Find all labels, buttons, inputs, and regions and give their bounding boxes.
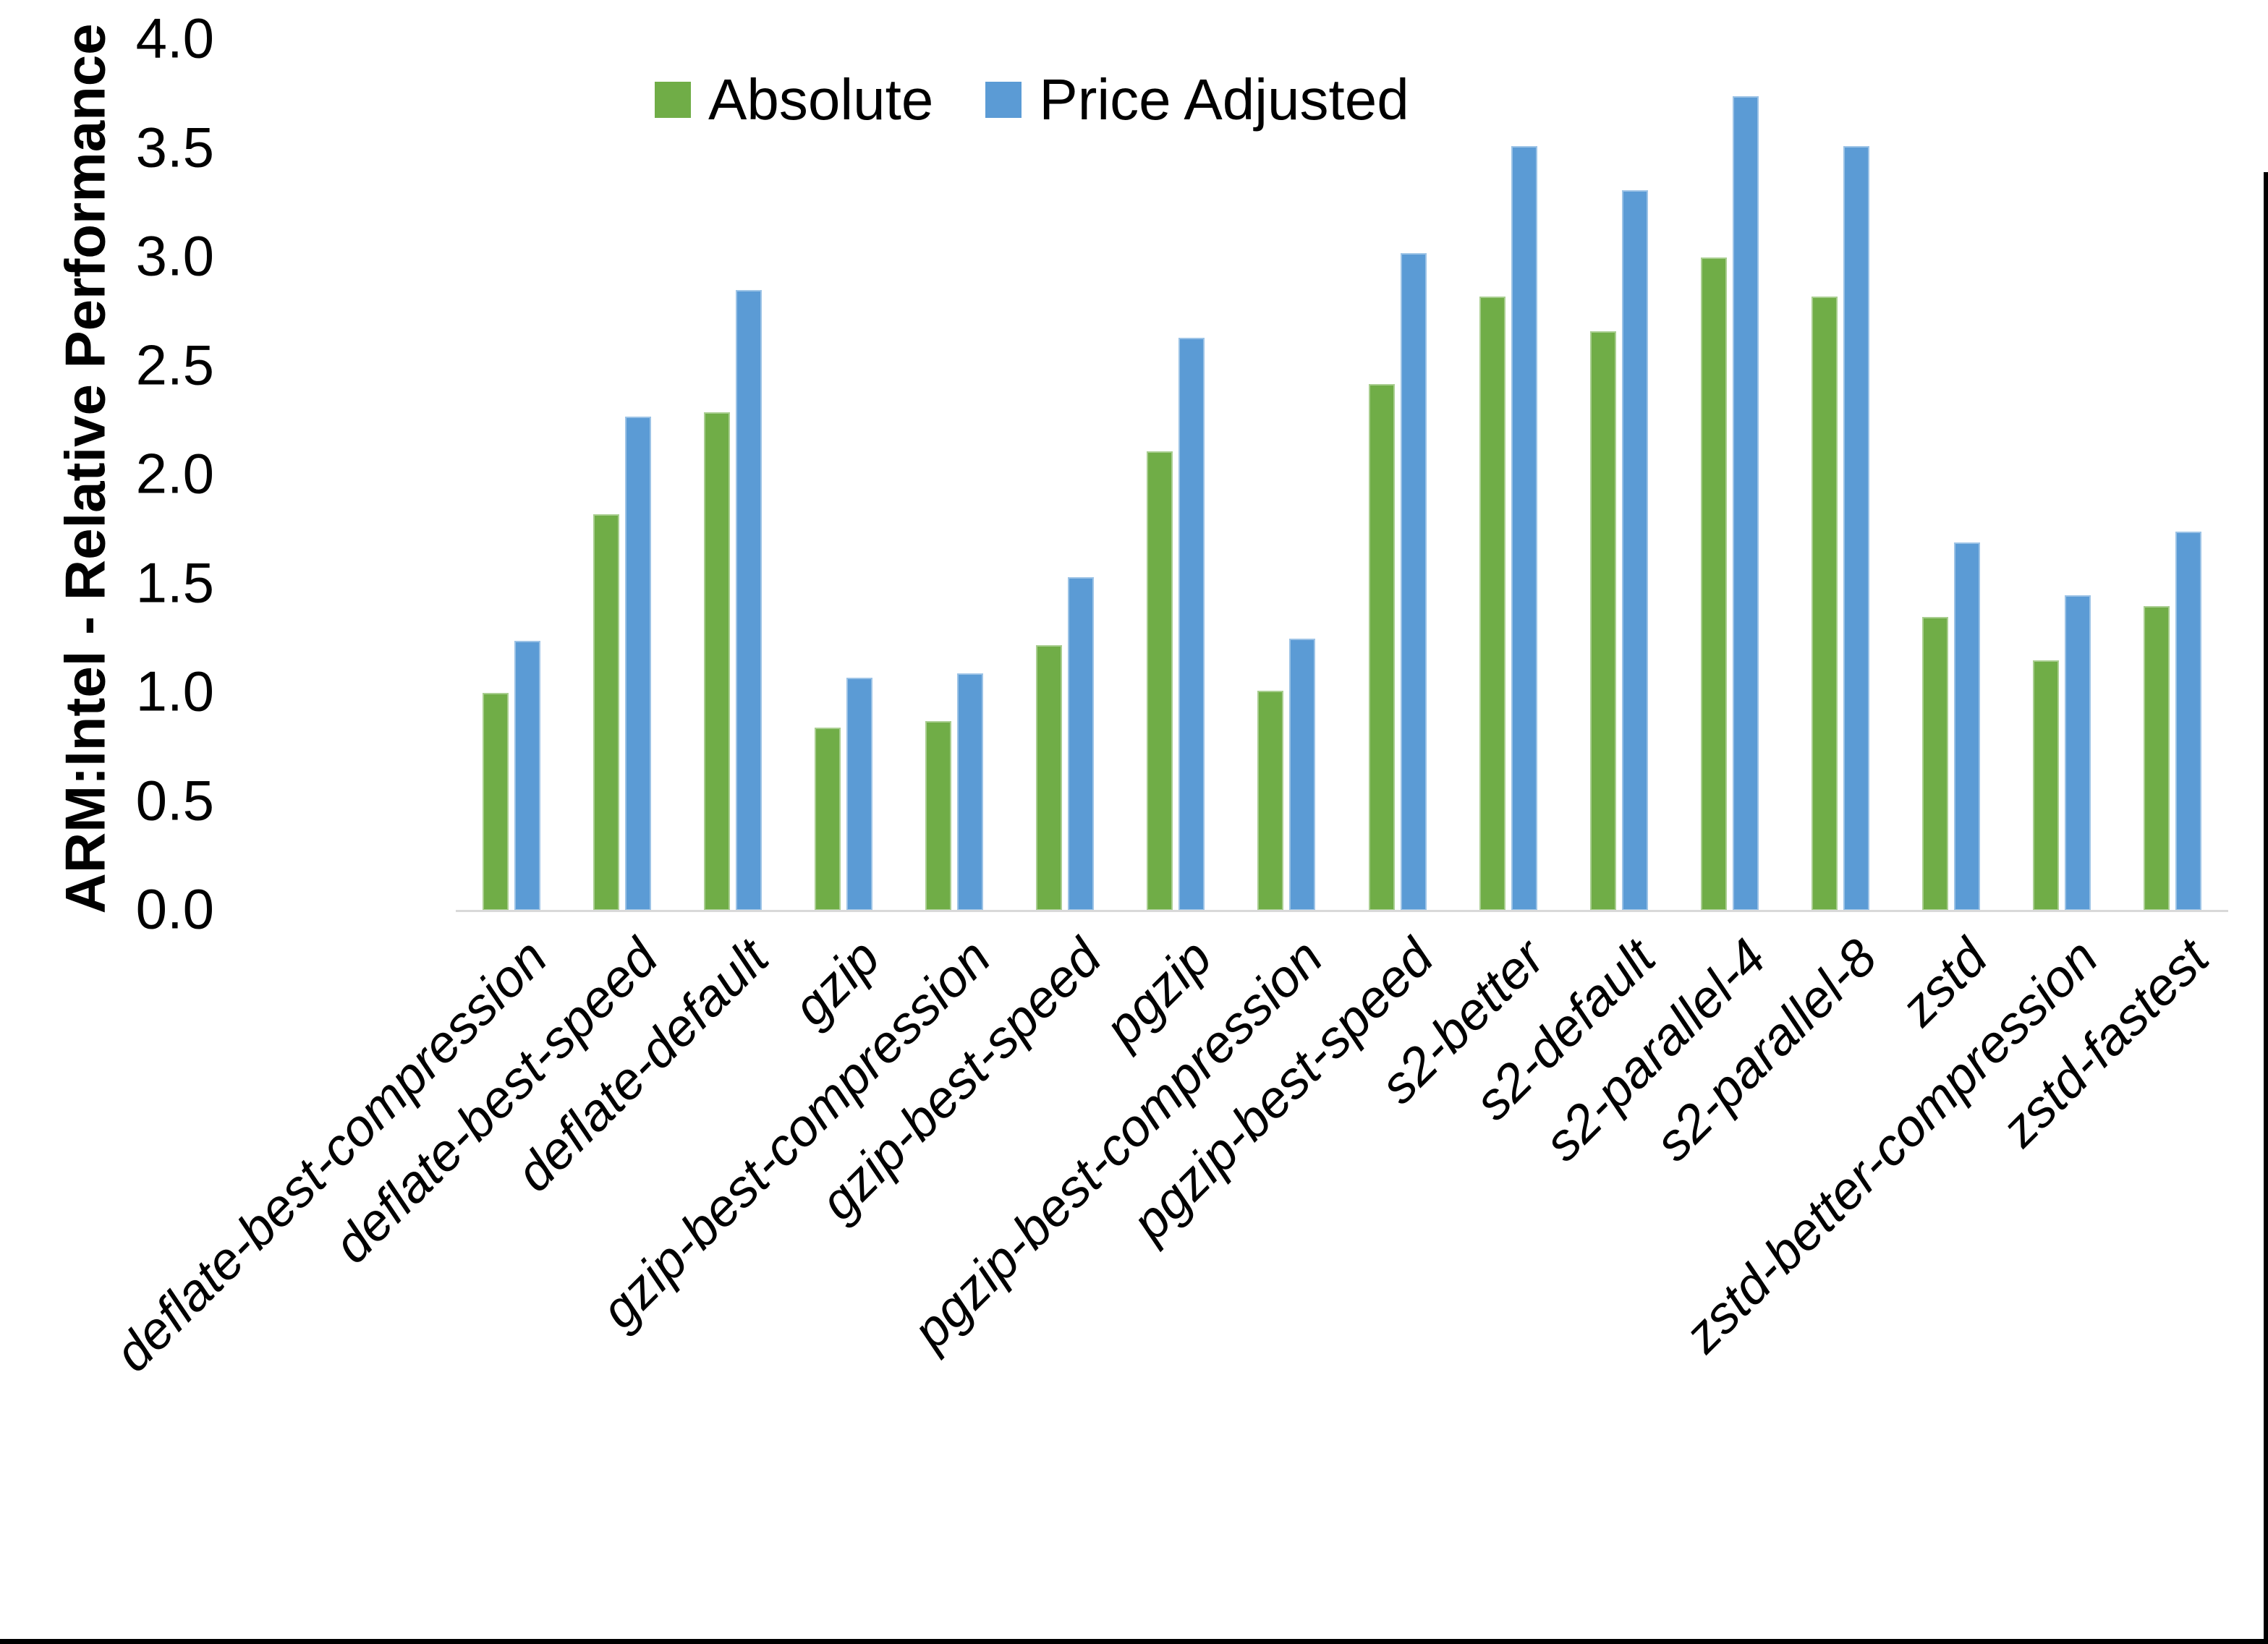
bar-price-adjusted-zstd-better-compression: [2065, 595, 2091, 911]
bar-price-adjusted-zstd: [1954, 542, 1980, 911]
bar-price-adjusted-s2-better: [1511, 146, 1537, 911]
legend-label-absolute: Absolute: [708, 67, 934, 132]
bar-price-adjusted-s2-parallel-8: [1843, 146, 1869, 911]
y-tick-label-2.5: 2.5: [135, 333, 214, 397]
y-tick-label-4.0: 4.0: [135, 6, 214, 70]
bar-absolute-deflate-default: [704, 412, 730, 911]
bar-absolute-pgzip-best-compression: [1257, 691, 1283, 911]
bar-absolute-s2-parallel-4: [1701, 257, 1727, 911]
bar-price-adjusted-deflate-default: [736, 290, 762, 911]
bar-absolute-zstd-better-compression: [2033, 660, 2059, 911]
bar-absolute-zstd: [1922, 617, 1948, 911]
bar-price-adjusted-s2-parallel-4: [1733, 96, 1759, 911]
legend-item-price-adjusted: Price Adjusted: [985, 67, 1409, 133]
bar-price-adjusted-gzip: [846, 678, 872, 911]
bar-absolute-pgzip: [1147, 451, 1173, 911]
bar-absolute-gzip-best-compression: [925, 721, 951, 911]
legend-label-price-adjusted: Price Adjusted: [1039, 67, 1409, 132]
bar-absolute-deflate-best-speed: [593, 514, 619, 911]
legend-swatch-absolute: [655, 82, 691, 118]
bar-price-adjusted-pgzip-best-compression: [1289, 639, 1315, 911]
category-label-deflate-best-compression: deflate-best-compression: [103, 928, 558, 1383]
bar-absolute-s2-default: [1590, 331, 1616, 911]
y-tick-label-2.0: 2.0: [135, 441, 214, 506]
bar-absolute-gzip-best-speed: [1036, 645, 1062, 911]
bar-price-adjusted-gzip-best-compression: [957, 673, 983, 911]
y-tick-label-3.5: 3.5: [135, 115, 214, 179]
bar-price-adjusted-zstd-fastest: [2175, 532, 2201, 911]
y-tick-label-3.0: 3.0: [135, 223, 214, 288]
y-tick-label-1.0: 1.0: [135, 659, 214, 723]
bar-price-adjusted-deflate-best-speed: [625, 417, 651, 911]
frame-right-edge: [2264, 172, 2268, 1644]
bar-absolute-pgzip-best-speed: [1369, 384, 1395, 911]
bar-price-adjusted-pgzip: [1178, 338, 1205, 911]
bar-absolute-zstd-fastest: [2144, 606, 2170, 911]
bar-absolute-deflate-best-compression: [483, 693, 509, 911]
y-tick-label-1.5: 1.5: [135, 550, 214, 615]
bar-absolute-gzip: [815, 728, 841, 911]
bar-absolute-s2-parallel-8: [1812, 297, 1838, 911]
y-tick-label-0.5: 0.5: [135, 768, 214, 832]
frame-bottom-edge: [0, 1639, 2268, 1644]
x-axis-line: [456, 910, 2228, 912]
bar-price-adjusted-gzip-best-speed: [1068, 577, 1094, 911]
bar-absolute-s2-better: [1479, 297, 1505, 911]
y-tick-label-0.0: 0.0: [135, 877, 214, 941]
bar-price-adjusted-pgzip-best-speed: [1401, 253, 1427, 911]
legend-swatch-price-adjusted: [985, 82, 1022, 118]
bar-price-adjusted-s2-default: [1622, 190, 1648, 911]
bar-price-adjusted-deflate-best-compression: [514, 641, 540, 911]
legend-item-absolute: Absolute: [655, 67, 933, 133]
legend: Absolute Price Adjusted: [655, 67, 1409, 133]
